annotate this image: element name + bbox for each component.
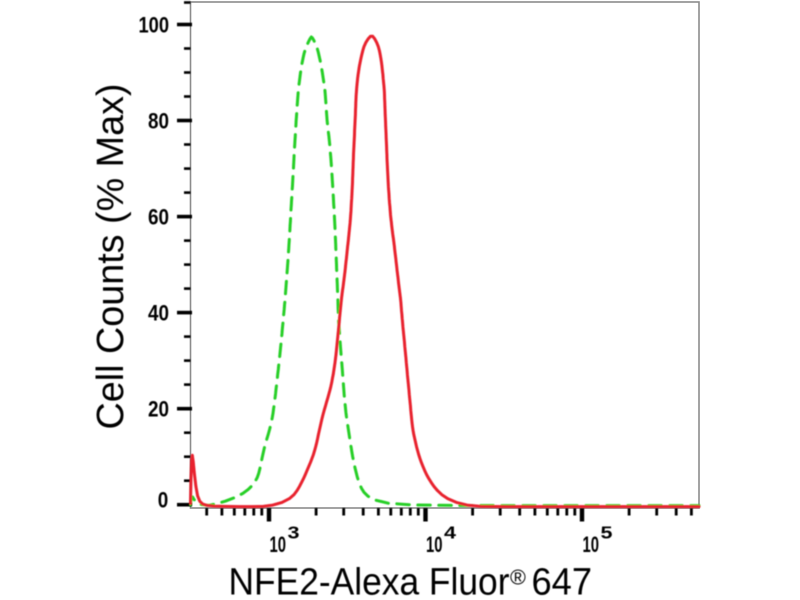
svg-text:Cell Counts (% Max): Cell Counts (% Max) xyxy=(90,84,132,430)
svg-text:60: 60 xyxy=(148,205,169,230)
svg-text:®: ® xyxy=(510,566,526,590)
svg-text:10: 10 xyxy=(583,532,600,557)
svg-text:0: 0 xyxy=(158,487,169,512)
svg-text:20: 20 xyxy=(148,397,169,422)
svg-text:10: 10 xyxy=(426,532,443,557)
svg-text:4: 4 xyxy=(444,523,456,543)
svg-text:40: 40 xyxy=(148,301,169,326)
svg-text:100: 100 xyxy=(139,13,170,38)
svg-text:10: 10 xyxy=(270,532,287,557)
svg-text:80: 80 xyxy=(148,109,169,134)
svg-text:5: 5 xyxy=(601,523,613,543)
svg-text:3: 3 xyxy=(288,523,300,543)
svg-text:647: 647 xyxy=(532,562,593,600)
svg-text:NFE2-Alexa Fluor: NFE2-Alexa Fluor xyxy=(229,562,510,600)
